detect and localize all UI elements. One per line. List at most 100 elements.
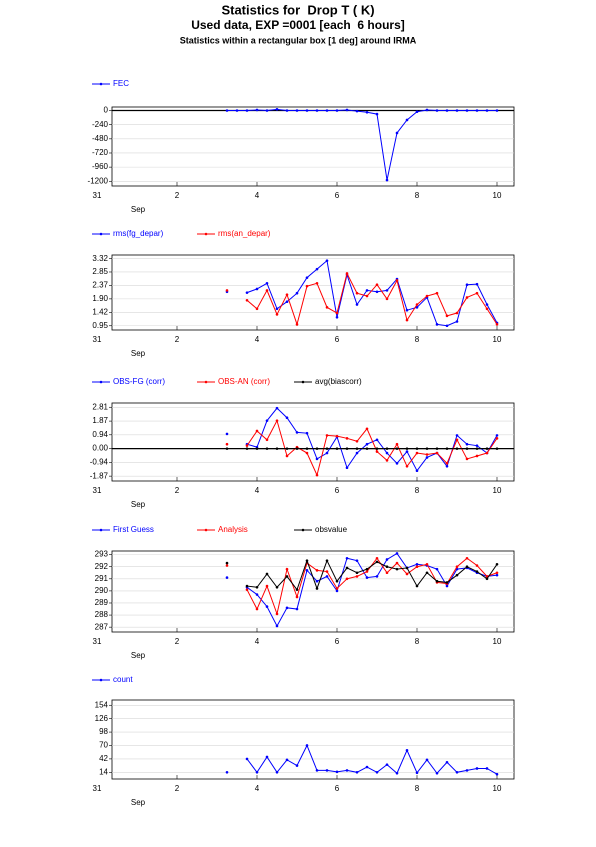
y-tick-label: 1.90	[92, 294, 108, 303]
plot-frame	[111, 699, 515, 780]
x-tick-label: 31	[93, 191, 102, 200]
legend-dot	[301, 380, 305, 384]
x-tick-label: 4	[255, 191, 260, 200]
x-tick-label: 4	[255, 784, 260, 793]
y-tick-label: 2.37	[92, 281, 108, 290]
y-tick-label: 42	[99, 754, 108, 763]
legend-dot	[204, 528, 208, 532]
legend-dot	[204, 232, 208, 236]
legend-label: Analysis	[218, 525, 248, 534]
x-tick-label: 6	[335, 191, 340, 200]
x-tick-label: 6	[335, 784, 340, 793]
legend-dot	[99, 232, 103, 236]
x-tick-label: 31	[93, 335, 102, 344]
series-line	[246, 552, 498, 628]
y-tick-label: 126	[95, 714, 109, 723]
y-tick-label: 289	[95, 598, 109, 607]
x-tick-label: 2	[175, 637, 180, 646]
series-line	[246, 559, 498, 591]
y-tick-label: -240	[92, 120, 109, 129]
x-tick-label: 6	[335, 486, 340, 495]
y-tick-label: 291	[95, 574, 109, 583]
y-tick-label: 98	[99, 727, 108, 736]
x-tick-label: 10	[493, 784, 502, 793]
x-tick-label: 8	[415, 784, 420, 793]
x-tick-label: 4	[255, 637, 260, 646]
legend-label: First Guess	[113, 525, 154, 534]
legend-label: avg(biascorr)	[315, 377, 362, 386]
data-point	[225, 442, 229, 446]
y-tick-label: 154	[95, 700, 109, 709]
data-point	[225, 770, 229, 774]
x-tick-label: 10	[493, 637, 502, 646]
y-tick-label: 2.85	[92, 267, 108, 276]
y-tick-label: -1.87	[90, 471, 109, 480]
x-sublabel: Sep	[131, 500, 146, 509]
title: Statistics for Drop T ( K)	[221, 2, 374, 17]
x-sublabel: Sep	[131, 205, 146, 214]
x-tick-label: 6	[335, 637, 340, 646]
x-tick-label: 8	[415, 191, 420, 200]
x-tick-label: 6	[335, 335, 340, 344]
x-tick-label: 31	[93, 486, 102, 495]
data-point	[225, 561, 229, 565]
data-point	[225, 564, 229, 567]
legend-label: count	[113, 675, 133, 684]
x-tick-label: 8	[415, 486, 420, 495]
x-tick-label: 31	[93, 784, 102, 793]
legend-label: OBS-FG (corr)	[113, 377, 165, 386]
subtitle: Used data, EXP =0001 [each 6 hours]	[191, 18, 405, 32]
legend-dot	[204, 380, 208, 384]
x-tick-label: 31	[93, 637, 102, 646]
x-tick-label: 2	[175, 191, 180, 200]
data-point	[225, 432, 229, 436]
y-tick-label: -1200	[88, 176, 109, 185]
legend-label: obsvalue	[315, 525, 348, 534]
y-tick-label: 0.00	[92, 444, 108, 453]
legend-dot	[99, 82, 103, 86]
y-tick-label: 0.95	[92, 321, 108, 330]
series-line	[227, 108, 497, 181]
y-tick-label: 287	[95, 622, 109, 631]
plot-frame	[111, 402, 515, 482]
plot-frame	[111, 254, 515, 331]
legend-dot	[99, 380, 103, 384]
plot-frame	[111, 106, 515, 187]
series-line	[246, 419, 498, 477]
legend-label: rms(fg_depar)	[113, 229, 164, 238]
x-tick-label: 2	[175, 784, 180, 793]
legend-label: rms(an_depar)	[218, 229, 271, 238]
x-tick-label: 10	[493, 335, 502, 344]
y-tick-label: 292	[95, 562, 109, 571]
x-tick-label: 8	[415, 637, 420, 646]
y-tick-label: 3.32	[92, 254, 108, 263]
y-tick-label: 290	[95, 586, 109, 595]
legend-dot	[301, 528, 305, 532]
x-tick-label: 2	[175, 486, 180, 495]
y-tick-label: -720	[92, 148, 109, 157]
data-point	[225, 576, 229, 579]
y-tick-label: 1.87	[92, 416, 108, 425]
y-tick-label: 1.42	[92, 308, 108, 317]
x-tick-label: 8	[415, 335, 420, 344]
y-tick-label: 70	[99, 741, 108, 750]
series-line	[246, 271, 498, 327]
y-tick-label: -480	[92, 134, 109, 143]
legend-label: FEC	[113, 79, 129, 88]
caption: Statistics within a rectangular box [1 d…	[180, 35, 417, 45]
y-tick-label: -0.94	[90, 458, 109, 467]
data-point	[225, 447, 229, 450]
plot-frame	[111, 550, 515, 633]
x-tick-label: 4	[255, 486, 260, 495]
y-tick-label: 2.81	[92, 402, 108, 411]
x-sublabel: Sep	[131, 651, 146, 660]
series-line	[246, 744, 498, 775]
legend-dot	[99, 678, 103, 682]
y-tick-label: 0	[104, 106, 109, 115]
x-sublabel: Sep	[131, 798, 146, 807]
x-tick-label: 4	[255, 335, 260, 344]
y-tick-label: -960	[92, 162, 109, 171]
x-tick-label: 2	[175, 335, 180, 344]
data-point	[225, 289, 229, 292]
